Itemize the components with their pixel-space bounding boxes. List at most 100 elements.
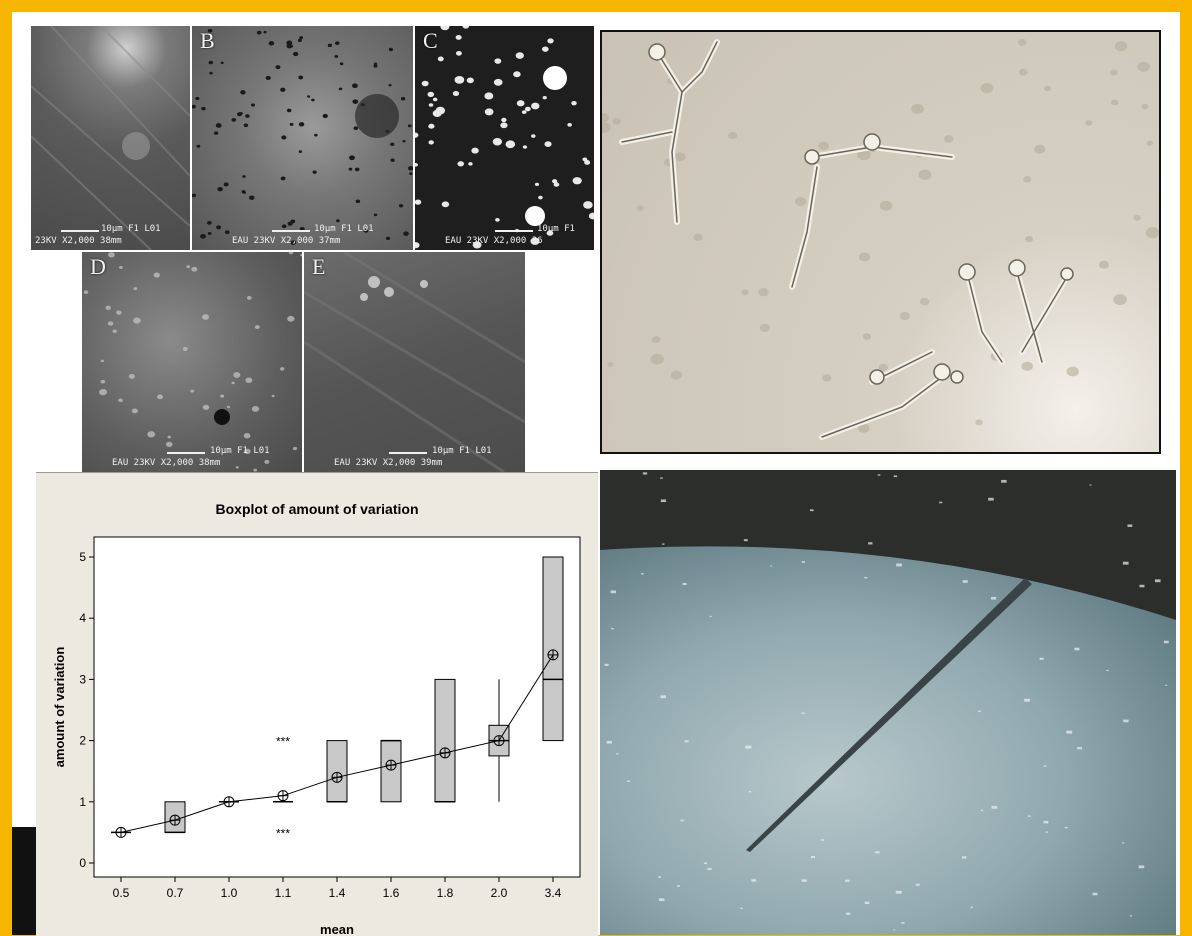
texture-dot (893, 475, 898, 478)
sem-panel-d: D 10µm F1 L01 EAU 23KV X2,000 38mm (82, 252, 302, 472)
texture-dot (1129, 915, 1133, 917)
texture-dot (878, 363, 888, 372)
texture-dot (492, 137, 503, 146)
texture-dot (455, 34, 462, 40)
texture-dot (801, 712, 805, 714)
texture-dot (226, 405, 231, 409)
scale-bar (389, 452, 427, 454)
texture-dot (455, 50, 462, 56)
texture-dot (253, 468, 258, 472)
texture-dot (640, 573, 644, 575)
texture-dot (314, 133, 318, 137)
sem-caption: EAU 23KV X2,000 39mm (334, 458, 443, 468)
texture-dot (845, 879, 850, 882)
texture-dot (1044, 85, 1052, 92)
texture-dot (268, 41, 275, 46)
texture-dot (547, 38, 554, 44)
sem-panel-e: E 10µm F1 L01 EAU 23KV X2,000 39mm (304, 252, 525, 472)
texture-dot (408, 166, 413, 171)
y-tick-label: 4 (79, 611, 86, 625)
sem-texture-e (304, 252, 525, 472)
texture-dot (607, 361, 614, 367)
texture-dot (243, 433, 251, 439)
texture-dot (153, 272, 161, 278)
texture-dot (281, 224, 287, 229)
box (326, 740, 348, 803)
texture-dot (541, 46, 549, 52)
texture-dot (1064, 826, 1068, 829)
texture-dot (457, 161, 465, 167)
texture-dot (602, 113, 610, 122)
texture-dot (915, 883, 920, 886)
texture-dot (1141, 103, 1149, 110)
texture-dot (251, 405, 260, 412)
texture-dot (809, 509, 814, 512)
texture-dot (962, 856, 967, 859)
texture-dot (452, 91, 460, 97)
x-tick-label: 2.0 (491, 886, 508, 900)
texture-dot (1027, 815, 1031, 817)
texture-dot (572, 177, 582, 185)
texture-dot (224, 230, 230, 235)
texture-dot (240, 90, 246, 95)
scale-bar (272, 230, 310, 232)
texture-dot (1110, 69, 1118, 76)
texture-dot (256, 30, 262, 35)
x-axis-label: mean (320, 922, 354, 936)
texture-dot (100, 379, 106, 384)
texture-dot (530, 237, 540, 245)
texture-dot (206, 220, 212, 225)
texture-dot (1111, 99, 1119, 106)
texture-dot (1165, 684, 1168, 686)
texture-dot (311, 98, 315, 102)
texture-dot (217, 186, 223, 192)
texture-dot (751, 879, 757, 882)
texture-dot (1113, 294, 1128, 306)
texture-dot (758, 288, 769, 297)
texture-dot (616, 753, 619, 755)
texture-dot (1025, 235, 1034, 243)
texture-dot (1077, 746, 1082, 750)
texture-dot (195, 96, 200, 101)
texture-dot (415, 242, 420, 249)
texture-dot (1066, 366, 1079, 377)
sem-texture-a (31, 26, 190, 250)
texture-dot (515, 52, 524, 59)
texture-dot (544, 141, 552, 147)
texture-dot (118, 398, 123, 403)
texture-dot (280, 87, 286, 92)
texture-dot (1122, 842, 1125, 844)
texture-dot (254, 325, 260, 330)
texture-dot (390, 158, 395, 162)
texture-dot (500, 122, 508, 129)
texture-dot (297, 38, 302, 42)
texture-dot (242, 175, 246, 178)
texture-dot (403, 231, 409, 236)
texture-dot (192, 193, 197, 198)
texture-dot (351, 83, 358, 89)
texture-dot (421, 80, 429, 87)
texture-dot (650, 353, 664, 365)
texture-dot (911, 103, 924, 115)
texture-dot (516, 100, 525, 107)
texture-dot (521, 110, 527, 114)
texture-dot (215, 123, 222, 128)
texture-dot (190, 389, 195, 393)
texture-dot (468, 162, 473, 166)
texture-dot (759, 323, 770, 332)
texture-dot (208, 39, 213, 43)
texture-dot (265, 75, 271, 80)
texture-dot (192, 104, 196, 109)
texture-dot (484, 92, 494, 100)
texture-dot (100, 359, 104, 363)
scale-label: 10µm F1 (537, 224, 575, 234)
x-tick-label: 0.5 (113, 886, 130, 900)
texture-dot (244, 448, 251, 455)
texture-dot (191, 266, 198, 272)
texture-dot (652, 336, 661, 343)
texture-dot (1043, 820, 1049, 824)
scale-label: 10µm F1 L01 (210, 446, 270, 456)
texture-dot (1023, 176, 1032, 183)
texture-dot (1045, 831, 1048, 833)
texture-dot (636, 205, 644, 211)
